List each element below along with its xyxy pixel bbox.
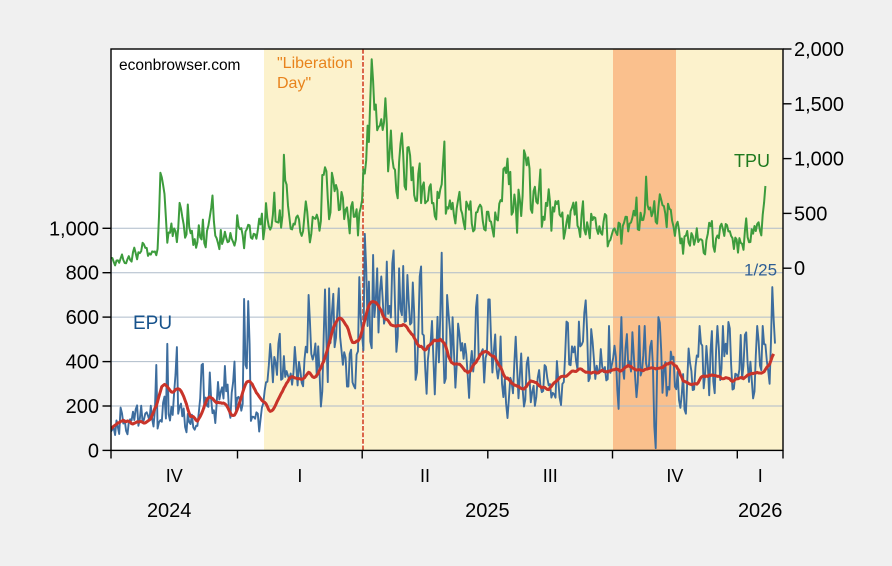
svg-text:I: I (758, 466, 763, 486)
svg-text:econbrowser.com: econbrowser.com (119, 57, 240, 74)
svg-text:EPU: EPU (133, 313, 172, 334)
svg-text:2025: 2025 (465, 500, 510, 522)
svg-text:1/25: 1/25 (744, 261, 777, 280)
svg-text:III: III (543, 466, 558, 486)
svg-text:2026: 2026 (738, 500, 783, 522)
svg-text:1,000: 1,000 (794, 149, 844, 171)
svg-text:I: I (297, 466, 302, 486)
svg-text:0: 0 (794, 258, 805, 280)
svg-text:1,000: 1,000 (49, 218, 99, 240)
svg-text:2,000: 2,000 (794, 39, 844, 61)
svg-text:TPU: TPU (734, 151, 770, 171)
svg-text:IV: IV (666, 466, 683, 486)
svg-text:400: 400 (66, 352, 99, 374)
svg-text:200: 200 (66, 396, 99, 418)
svg-text:1,500: 1,500 (794, 94, 844, 116)
svg-text:0: 0 (88, 440, 99, 462)
svg-text:IV: IV (166, 466, 183, 486)
svg-text:II: II (420, 466, 430, 486)
svg-text:Day": Day" (277, 75, 311, 92)
svg-text:"Liberation: "Liberation (277, 55, 353, 72)
svg-text:2024: 2024 (147, 500, 192, 522)
svg-text:500: 500 (794, 203, 827, 225)
svg-text:800: 800 (66, 263, 99, 285)
svg-text:600: 600 (66, 307, 99, 329)
